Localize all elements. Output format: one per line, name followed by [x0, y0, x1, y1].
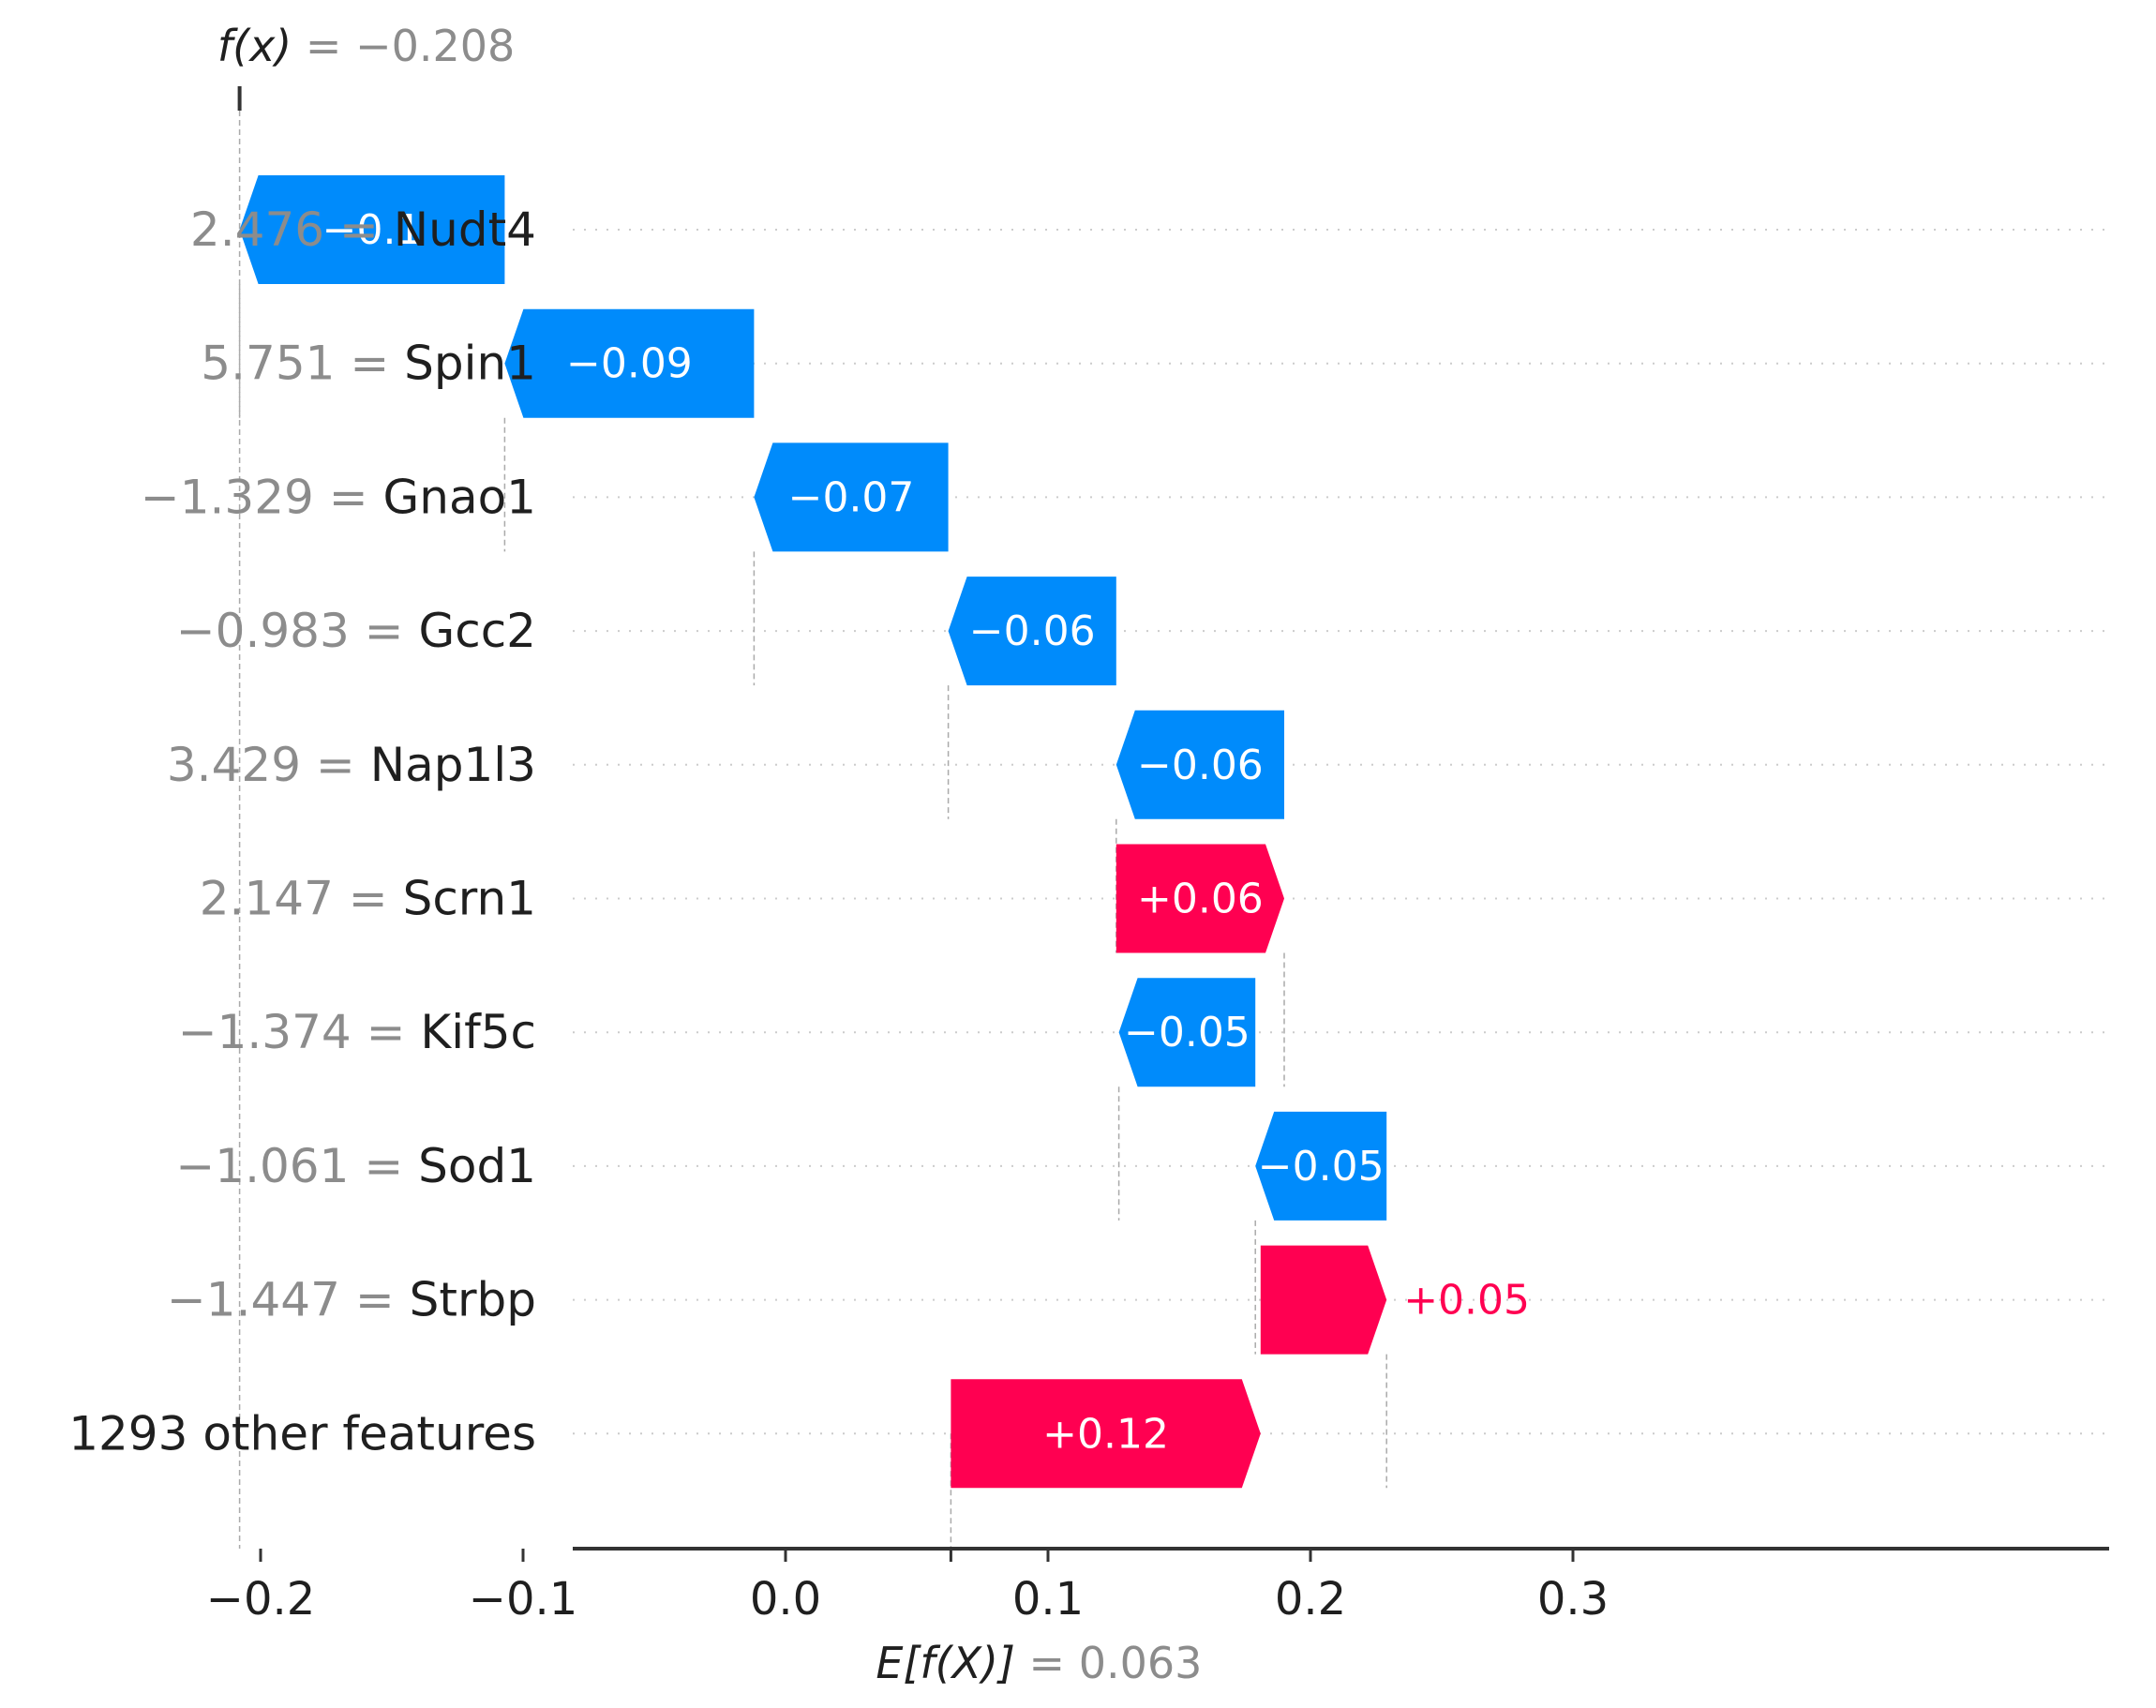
feature-value: 5.751 =	[201, 337, 404, 391]
base-label-name: E[f(X)]	[876, 1638, 1015, 1688]
bar-nudt4	[239, 175, 505, 284]
bar-sod1	[1255, 1111, 1387, 1221]
row-label: −1.374 = Kif5c	[178, 1005, 536, 1059]
feature-name: Spin1	[404, 337, 536, 391]
bar-spin1	[504, 308, 755, 418]
bar-value-label: −0.06	[1137, 742, 1264, 789]
bar-value-label: −0.06	[969, 607, 1096, 655]
row-label: −1.061 = Sod1	[175, 1139, 536, 1193]
feature-name: 1293 other features	[68, 1406, 536, 1461]
bar-1293-other-features	[951, 1379, 1261, 1489]
bar-value-label: −0.09	[566, 340, 693, 388]
base-value-marker: E[f(X)] = 0.063	[876, 1638, 1202, 1688]
bar-layer: −0.1 −0.09 −0.07 −0.06 −0.06 +0.06 −0.05 −0.05 +…	[239, 175, 1530, 1489]
row-label: −0.983 = Gcc2	[176, 604, 536, 658]
row-label: 2.147 = Scrn1	[200, 872, 536, 926]
row-label-layer: 2.476 = Nudt4 5.751 = Spin1 −1.329 = Gnao1…	[68, 202, 536, 1461]
row-label: −1.329 = Gnao1	[141, 470, 536, 524]
feature-value: 3.429 =	[167, 738, 370, 792]
feature-name: Kif5c	[420, 1005, 536, 1059]
feature-value: −1.061 =	[175, 1139, 418, 1193]
feature-name: Gcc2	[418, 604, 536, 658]
x-tick-label: 0.0	[750, 1573, 821, 1626]
x-tick-label: 0.1	[1012, 1573, 1084, 1626]
fx-marker: f(x) = −0.208	[217, 21, 515, 111]
bar-value-label: +0.12	[1042, 1410, 1169, 1458]
feature-name: Nap1l3	[370, 738, 536, 792]
bar-strbp	[1260, 1245, 1387, 1355]
bar-value-label: +0.05	[1403, 1277, 1530, 1325]
guide-layer	[238, 111, 1387, 1549]
feature-value: −1.374 =	[178, 1005, 421, 1059]
base-value-label: E[f(X)] = 0.063	[876, 1638, 1202, 1688]
feature-value: −1.329 =	[141, 470, 383, 524]
fx-label-value: = −0.208	[292, 21, 515, 71]
fx-label-name: f(x)	[217, 21, 292, 71]
feature-name: Nudt4	[394, 202, 536, 257]
bar-gnao1	[754, 442, 949, 552]
x-tick-label: −0.2	[206, 1573, 316, 1626]
feature-value: 2.147 =	[200, 872, 403, 926]
x-tick-label: 0.2	[1275, 1573, 1346, 1626]
row-label: 1293 other features	[68, 1406, 536, 1461]
bar-value-label: −0.1	[322, 206, 423, 254]
feature-name: Gnao1	[383, 470, 536, 524]
row-label: 2.476 = Nudt4	[190, 202, 536, 257]
bar-value-label: −0.05	[1124, 1009, 1250, 1056]
feature-value: −0.983 =	[176, 604, 419, 658]
bar-nap1l3	[1115, 710, 1284, 819]
base-label-value: = 0.063	[1015, 1638, 1202, 1688]
feature-value: −1.447 =	[167, 1273, 410, 1327]
bar-value-label: −0.05	[1258, 1143, 1385, 1191]
bar-scrn1	[1115, 844, 1284, 953]
row-label: −1.447 = Strbp	[167, 1273, 536, 1327]
fx-label: f(x) = −0.208	[217, 21, 515, 71]
bar-kif5c	[1118, 978, 1256, 1087]
row-label: 5.751 = Spin1	[201, 337, 536, 391]
row-label: 3.429 = Nap1l3	[167, 738, 536, 792]
feature-name: Strbp	[410, 1273, 536, 1327]
x-tick-label: −0.1	[469, 1573, 578, 1626]
feature-name: Scrn1	[403, 872, 536, 926]
bar-value-label: −0.07	[788, 473, 915, 521]
bar-value-label: +0.06	[1137, 876, 1264, 923]
x-axis: −0.2 −0.1 0.0 0.1 0.2 0.3	[206, 1547, 2109, 1626]
feature-value: 2.476 =	[190, 202, 394, 257]
feature-name: Sod1	[418, 1139, 536, 1193]
x-tick-label: 0.3	[1537, 1573, 1609, 1626]
bar-gcc2	[948, 577, 1116, 686]
